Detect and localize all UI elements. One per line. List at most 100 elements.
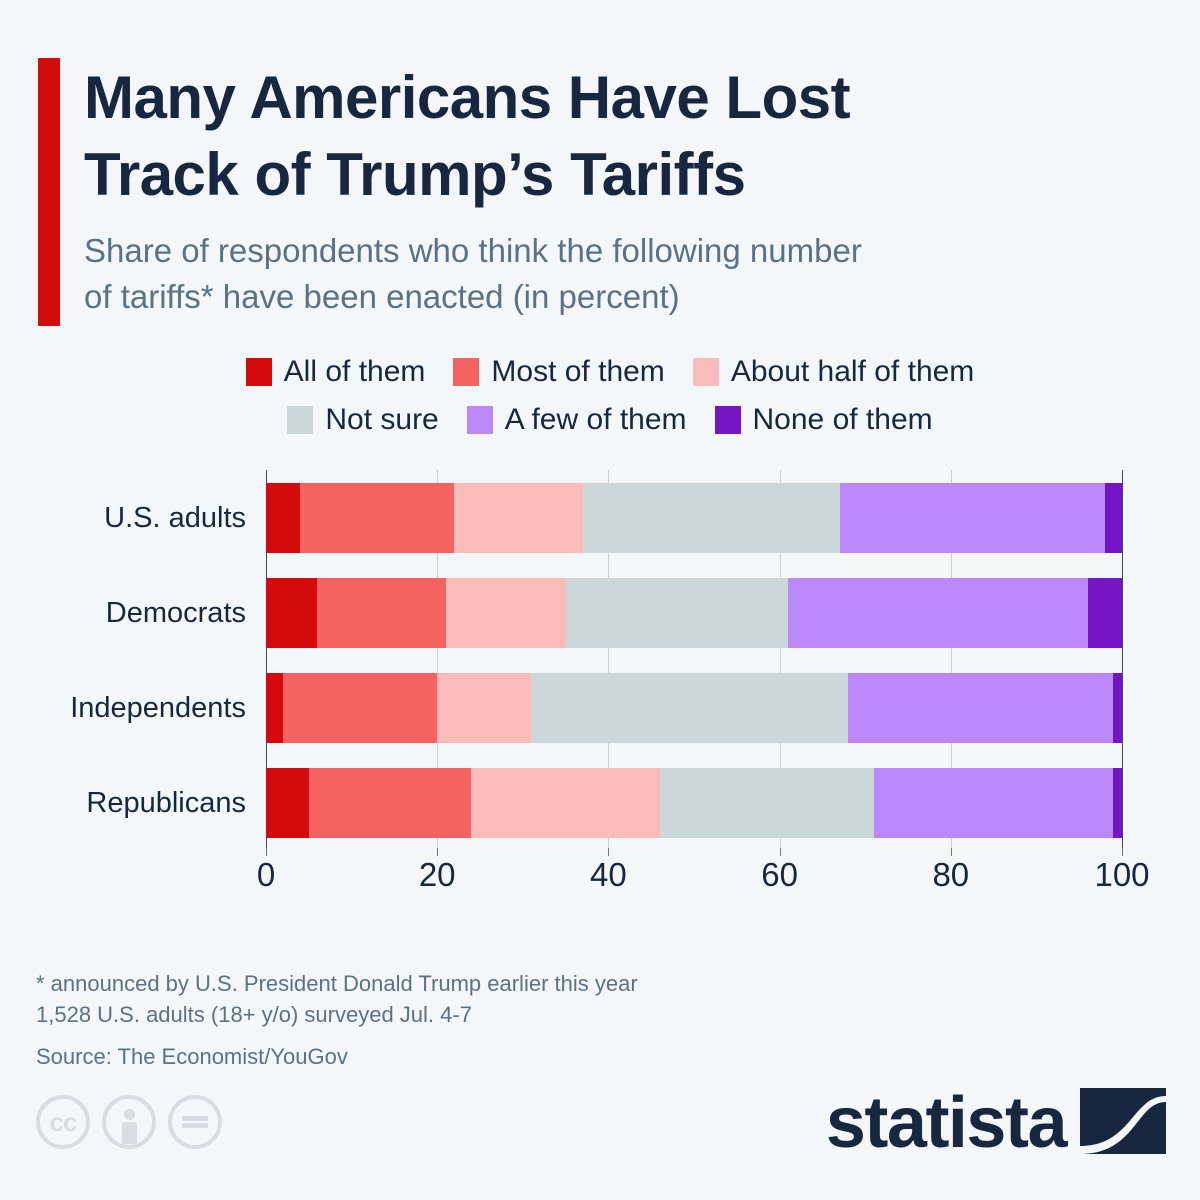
legend-item-none-of-them[interactable]: None of them bbox=[714, 403, 933, 437]
bar-row bbox=[266, 482, 1122, 553]
creative-commons-icon: cc bbox=[36, 1095, 90, 1149]
page-subtitle: Share of respondents who think the follo… bbox=[84, 228, 1158, 322]
axis-tick-label: 40 bbox=[590, 856, 627, 893]
legend-swatch-icon bbox=[692, 358, 719, 386]
bar-row bbox=[266, 577, 1122, 648]
person-body-icon bbox=[121, 1122, 137, 1144]
attribution-person-icon bbox=[102, 1095, 156, 1149]
legend-swatch-icon bbox=[453, 358, 480, 386]
bar-row bbox=[266, 672, 1122, 743]
bar-segment[interactable] bbox=[873, 767, 1114, 838]
bar-segment[interactable] bbox=[565, 577, 789, 648]
no-derivatives-equals-icon bbox=[168, 1095, 222, 1149]
legend-swatch-icon bbox=[245, 358, 272, 386]
bar-group bbox=[266, 470, 1122, 850]
bar-segment[interactable] bbox=[308, 767, 472, 838]
legend-item-about-half-of-them[interactable]: About half of them bbox=[692, 355, 975, 389]
axis-tick-label: 80 bbox=[932, 856, 970, 893]
footnote-1: * announced by U.S. President Donald Tru… bbox=[36, 971, 638, 996]
page-title: Many Americans Have Lost Track of Trump’… bbox=[84, 58, 1158, 214]
bar-segment[interactable] bbox=[1104, 482, 1122, 553]
header: Many Americans Have Lost Track of Trump’… bbox=[38, 58, 1158, 326]
axis-tick-label: 20 bbox=[418, 856, 456, 893]
axis-tick-mark bbox=[950, 848, 952, 856]
footer-notes: * announced by U.S. President Donald Tru… bbox=[36, 968, 1166, 1070]
stacked-bar-chart: U.S. adults Democrats Independents Republic… bbox=[0, 462, 1200, 902]
bar-segment[interactable] bbox=[531, 672, 849, 743]
statista-logo[interactable]: statista bbox=[826, 1087, 1166, 1159]
legend-item-a-few-of-them[interactable]: A few of them bbox=[466, 403, 687, 437]
bar-segment[interactable] bbox=[454, 482, 583, 553]
bar-segment[interactable] bbox=[266, 767, 309, 838]
bar-segment[interactable] bbox=[283, 672, 438, 743]
equals-bar-icon bbox=[182, 1115, 208, 1121]
bar-segment[interactable] bbox=[266, 672, 284, 743]
bar-segment[interactable] bbox=[317, 577, 446, 648]
title-line-2: Track of Trump’s Tariffs bbox=[84, 140, 746, 208]
legend-label: A few of them bbox=[504, 403, 687, 436]
statista-wordmark: statista bbox=[825, 1083, 1068, 1163]
legend-label: Most of them bbox=[491, 355, 665, 388]
bottom-bar: cc statista bbox=[36, 1087, 1166, 1185]
statista-mark-icon bbox=[1080, 1087, 1166, 1159]
creative-commons-icons: cc bbox=[36, 1095, 222, 1149]
header-text: Many Americans Have Lost Track of Trump’… bbox=[84, 58, 1158, 321]
gridline bbox=[950, 470, 952, 850]
category-label: Democrats bbox=[105, 596, 246, 629]
title-line-1: Many Americans Have Lost bbox=[84, 64, 851, 131]
legend-label: All of them bbox=[283, 355, 426, 388]
bar-segment[interactable] bbox=[300, 482, 455, 553]
bar-segment[interactable] bbox=[1113, 767, 1122, 838]
cc-label: cc bbox=[49, 1107, 78, 1137]
legend-label: Not sure bbox=[325, 403, 439, 436]
axis-tick-mark bbox=[1122, 848, 1123, 856]
legend-label: About half of them bbox=[730, 355, 975, 388]
axis-tick-mark bbox=[608, 848, 610, 856]
bar-segment[interactable] bbox=[582, 482, 840, 553]
gridline bbox=[1122, 470, 1123, 850]
bar-segment[interactable] bbox=[471, 767, 660, 838]
bar-segment[interactable] bbox=[839, 482, 1105, 553]
category-label: U.S. adults bbox=[104, 501, 246, 534]
chart-legend: All of them Most of them About half of t… bbox=[150, 348, 1070, 444]
legend-row-2: Not sure A few of them None of them bbox=[150, 396, 1070, 444]
subtitle-line-1: Share of respondents who think the follo… bbox=[84, 231, 862, 269]
bar-segment[interactable] bbox=[848, 672, 1114, 743]
bar-row bbox=[266, 767, 1122, 838]
axis-tick-mark bbox=[266, 848, 267, 856]
accent-bar bbox=[38, 58, 60, 326]
bar-segment[interactable] bbox=[266, 482, 301, 553]
axis-tick-mark bbox=[437, 848, 439, 856]
legend-label: None of them bbox=[752, 403, 933, 436]
axis-tick-mark bbox=[779, 848, 781, 856]
gridline bbox=[266, 470, 267, 850]
source-line: Source: The Economist/YouGov bbox=[36, 1044, 348, 1070]
gridline bbox=[779, 470, 781, 850]
bar-segment[interactable] bbox=[659, 767, 874, 838]
legend-swatch-icon bbox=[466, 406, 493, 434]
bar-segment[interactable] bbox=[445, 577, 566, 648]
footnote-2: 1,528 U.S. adults (18+ y/o) surveyed Jul… bbox=[36, 1002, 472, 1028]
legend-item-not-sure[interactable]: Not sure bbox=[287, 403, 439, 437]
bar-segment[interactable] bbox=[788, 577, 1088, 648]
plot-area bbox=[266, 470, 1123, 850]
legend-swatch-icon bbox=[287, 406, 314, 434]
category-label: Republicans bbox=[86, 786, 246, 819]
bar-segment[interactable] bbox=[266, 577, 318, 648]
axis-tick-label: 60 bbox=[761, 856, 798, 893]
bar-segment[interactable] bbox=[437, 672, 532, 743]
legend-item-all-of-them[interactable]: All of them bbox=[245, 355, 426, 389]
x-axis: 0 20 40 60 80 100 bbox=[257, 848, 1150, 902]
legend-row-1: All of them Most of them About half of t… bbox=[150, 348, 1070, 396]
person-head-icon bbox=[123, 1109, 135, 1120]
gridline bbox=[608, 470, 610, 850]
axis-tick-label: 0 bbox=[256, 856, 276, 893]
gridline bbox=[437, 470, 439, 850]
equals-bar-icon bbox=[182, 1123, 208, 1129]
bar-segment[interactable] bbox=[1113, 672, 1122, 743]
bar-segment[interactable] bbox=[1087, 577, 1122, 648]
category-label: Independents bbox=[70, 691, 246, 724]
legend-item-most-of-them[interactable]: Most of them bbox=[453, 355, 665, 389]
legend-swatch-icon bbox=[714, 406, 741, 434]
